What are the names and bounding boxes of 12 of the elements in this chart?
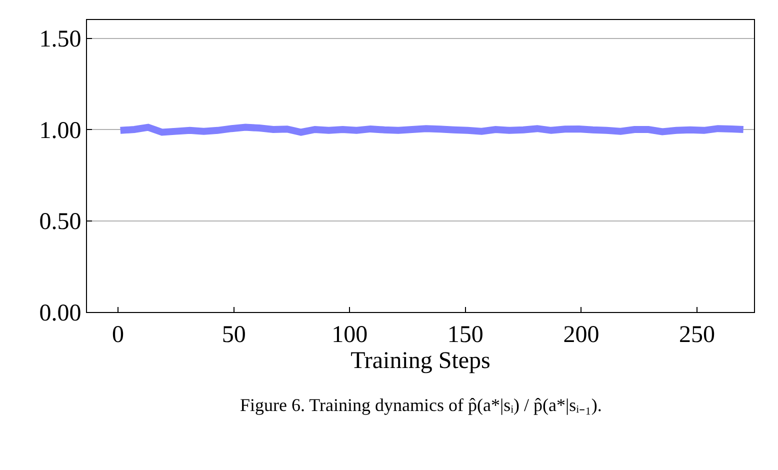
caption: Figure 6. Training dynamics of p̂(a*|sᵢ) / p̂(a*|sᵢ₋₁).: [240, 395, 602, 415]
x-tick-label: 150: [447, 322, 484, 348]
x-tick-label: 200: [563, 322, 600, 348]
y-tick-label: 0.00: [39, 300, 82, 326]
x-tick-label: 0: [112, 322, 124, 348]
x-tick-label: 250: [679, 322, 716, 348]
y-tick-label: 1.50: [39, 26, 82, 53]
y-tick-label: 1.00: [39, 118, 82, 144]
x-axis-title: Training Steps: [350, 348, 490, 374]
x-tick-label: 100: [332, 322, 368, 348]
x-tick-label: 50: [222, 322, 246, 348]
y-tick-label: 0.50: [39, 209, 82, 236]
